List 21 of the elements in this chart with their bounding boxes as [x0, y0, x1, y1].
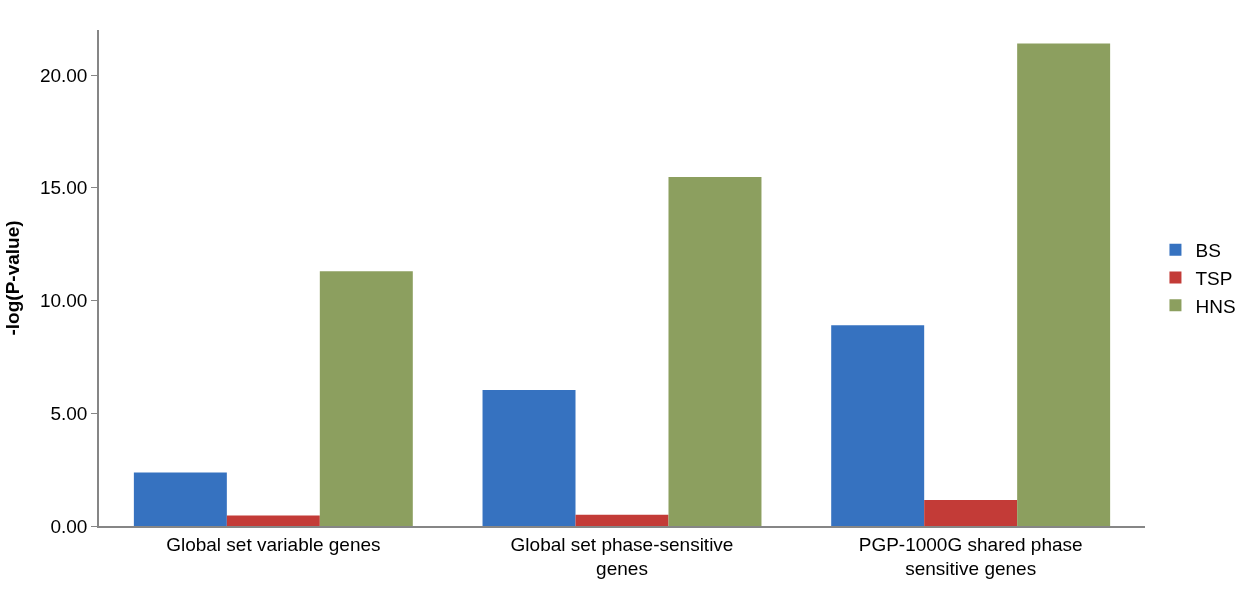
legend-label: TSP — [1195, 267, 1233, 289]
bar — [226, 515, 320, 526]
y-axis-title: -log(P-value) — [2, 220, 24, 336]
y-tick-label: 20.00 — [39, 64, 88, 86]
y-tick-label: 0.00 — [50, 515, 88, 537]
bar — [319, 271, 413, 526]
y-tick-label: 5.00 — [50, 402, 88, 424]
bar — [831, 325, 925, 526]
legend-label: HNS — [1195, 295, 1236, 317]
bar — [924, 500, 1018, 526]
bar — [482, 390, 576, 526]
x-tick-label: Global set variable genes — [166, 533, 381, 555]
bar — [668, 177, 762, 526]
y-tick-label: 10.00 — [39, 290, 88, 312]
y-tick-label: 15.00 — [39, 177, 88, 199]
bar — [1017, 43, 1111, 526]
x-tick-label: Global set phase-sensitive genes — [510, 533, 734, 580]
bar — [575, 514, 669, 526]
legend-label: BS — [1195, 240, 1221, 262]
bar — [133, 472, 227, 526]
x-tick-label: PGP-1000G shared phase sensitive genes — [858, 533, 1083, 580]
